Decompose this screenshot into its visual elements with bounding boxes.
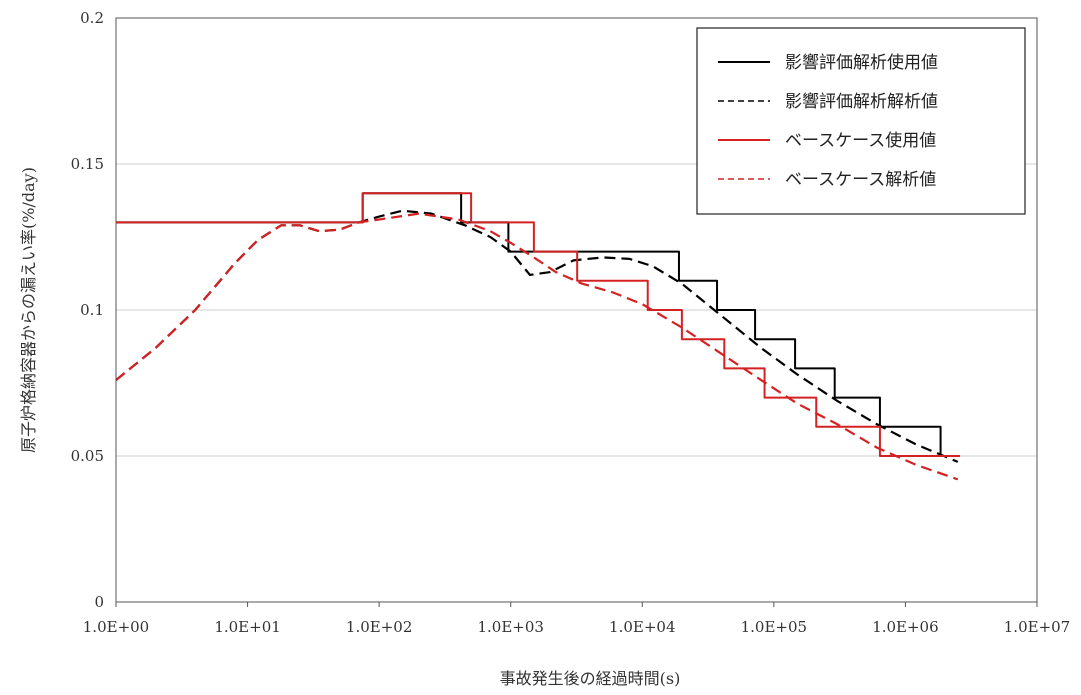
- legend-label-4: ベースケース解析値: [785, 170, 936, 190]
- legend-label-3: ベースケース使用値: [785, 130, 936, 151]
- x-tick-label: 1.0E+02: [346, 618, 412, 636]
- series-line-2: [115, 209, 959, 463]
- plot-area-frame: [115, 17, 1038, 603]
- x-tick-labels: 1.0E+00 1.0E+01 1.0E+02 1.0E+03 1.0E+04 1.0E+…: [83, 618, 1070, 636]
- legend-box: [696, 27, 1026, 215]
- legend-label-2: 影響評価解析解析値: [785, 92, 938, 112]
- x-axis-title: 事故発生後の経過時間(s): [500, 669, 681, 688]
- y-tick-labels: 0 0.05 0.1 0.15 0.2: [71, 9, 104, 611]
- legend-label-1: 影響評価解析使用値: [785, 52, 938, 73]
- series-layer: [115, 192, 961, 481]
- series-line-4: [115, 212, 959, 481]
- x-tick-label: 1.0E+00: [83, 618, 149, 636]
- series-line-1: [116, 192, 961, 457]
- y-tick-label: 0: [94, 593, 104, 611]
- x-tick-label: 1.0E+05: [741, 618, 807, 636]
- series-line-3: [116, 192, 961, 457]
- x-tick-marks: [115, 602, 1038, 607]
- y-tick-label: 0.05: [71, 447, 104, 465]
- x-tick-label: 1.0E+07: [1004, 618, 1070, 636]
- y-tick-label: 0.15: [71, 155, 104, 173]
- x-tick-label: 1.0E+06: [872, 618, 938, 636]
- x-tick-label: 1.0E+01: [214, 618, 280, 636]
- x-tick-label: 1.0E+03: [477, 618, 543, 636]
- y-tick-label: 0.1: [80, 301, 104, 319]
- y-axis-title: 原子炉格納容器からの漏えい率(%/day): [19, 167, 38, 453]
- y-tick-label: 0.2: [80, 9, 104, 27]
- x-tick-label: 1.0E+04: [609, 618, 675, 636]
